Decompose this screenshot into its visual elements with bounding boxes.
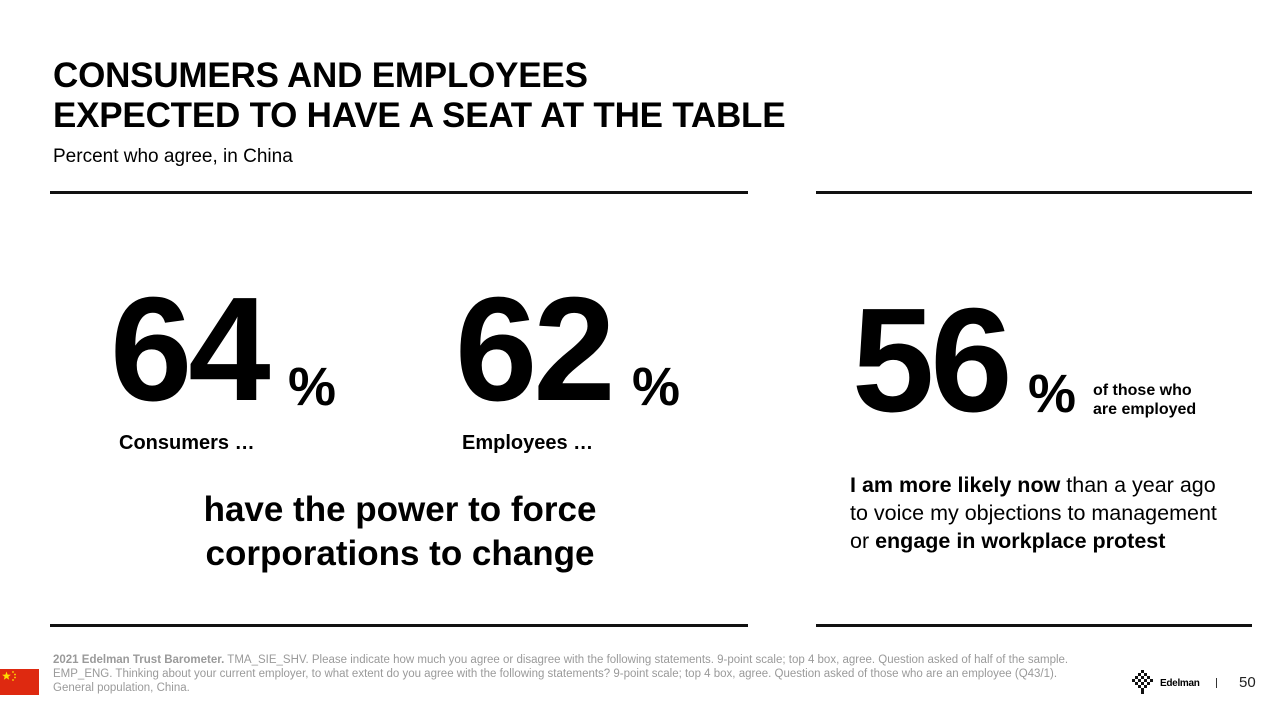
employed-statement-bold-2: engage in workplace protest (875, 529, 1166, 553)
employed-qualifier-line-1: of those who (1093, 382, 1192, 399)
right-bottom-rule (816, 624, 1252, 627)
statement-line-1: have the power to force (203, 490, 597, 529)
employed-statement-plain: than a year ago to voice my objections t… (850, 473, 1217, 553)
employees-percent-sign: % (632, 357, 681, 417)
page-title: CONSUMERS AND EMPLOYEES EXPECTED TO HAVE… (53, 56, 786, 136)
left-top-rule (50, 191, 748, 194)
title-line-1: CONSUMERS AND EMPLOYEES (53, 56, 588, 95)
edelman-logo-icon (1130, 670, 1158, 701)
china-flag-stars (2, 671, 16, 681)
page-number: 50 (1239, 674, 1256, 691)
consumers-label: Consumers … (119, 432, 255, 454)
employed-statement-bold-1: I am more likely now (850, 473, 1061, 497)
employed-percent-sign: % (1028, 364, 1077, 424)
statement-line-2: corporations to change (205, 534, 595, 573)
employees-label: Employees … (462, 432, 594, 454)
employees-value: 62 (455, 267, 616, 432)
consumers-percent-sign: % (288, 357, 337, 417)
page-subtitle: Percent who agree, in China (53, 146, 293, 167)
employed-qualifier-line-2: are employed (1093, 401, 1197, 418)
source-footnote-text: TMA_SIE_SHV. Please indicate how much yo… (53, 654, 1069, 694)
consumers-value: 64 (110, 267, 271, 432)
left-bottom-rule (50, 624, 748, 627)
employed-statement: I am more likely now than a year ago to … (850, 471, 1220, 555)
brand-name: Edelman (1160, 678, 1200, 689)
footer-separator (1216, 678, 1217, 688)
source-footnote: 2021 Edelman Trust Barometer. TMA_SIE_SH… (53, 653, 1083, 695)
shared-statement: have the power to force corporations to … (100, 488, 700, 576)
china-flag-icon (0, 669, 39, 695)
employed-value: 56 (852, 278, 1013, 443)
title-line-2: EXPECTED TO HAVE A SEAT AT THE TABLE (53, 96, 786, 135)
right-top-rule (816, 191, 1252, 194)
employed-qualifier: of those who are employed (1093, 381, 1213, 419)
edelman-logo-mark (1132, 670, 1153, 694)
source-footnote-bold: 2021 Edelman Trust Barometer. (53, 654, 225, 666)
